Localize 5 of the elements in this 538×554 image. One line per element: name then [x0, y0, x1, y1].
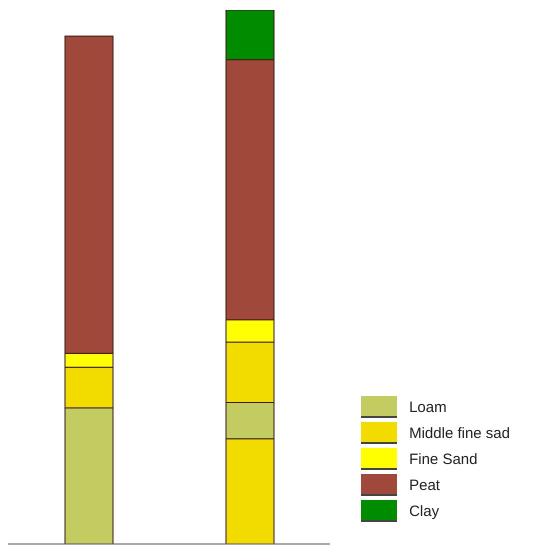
- legend-label: Middle fine sad: [409, 424, 510, 442]
- legend-label: Clay: [409, 502, 440, 520]
- legend-label: Fine Sand: [409, 450, 478, 468]
- legend-label: Peat: [409, 476, 440, 494]
- legend-label: Loam: [409, 398, 447, 416]
